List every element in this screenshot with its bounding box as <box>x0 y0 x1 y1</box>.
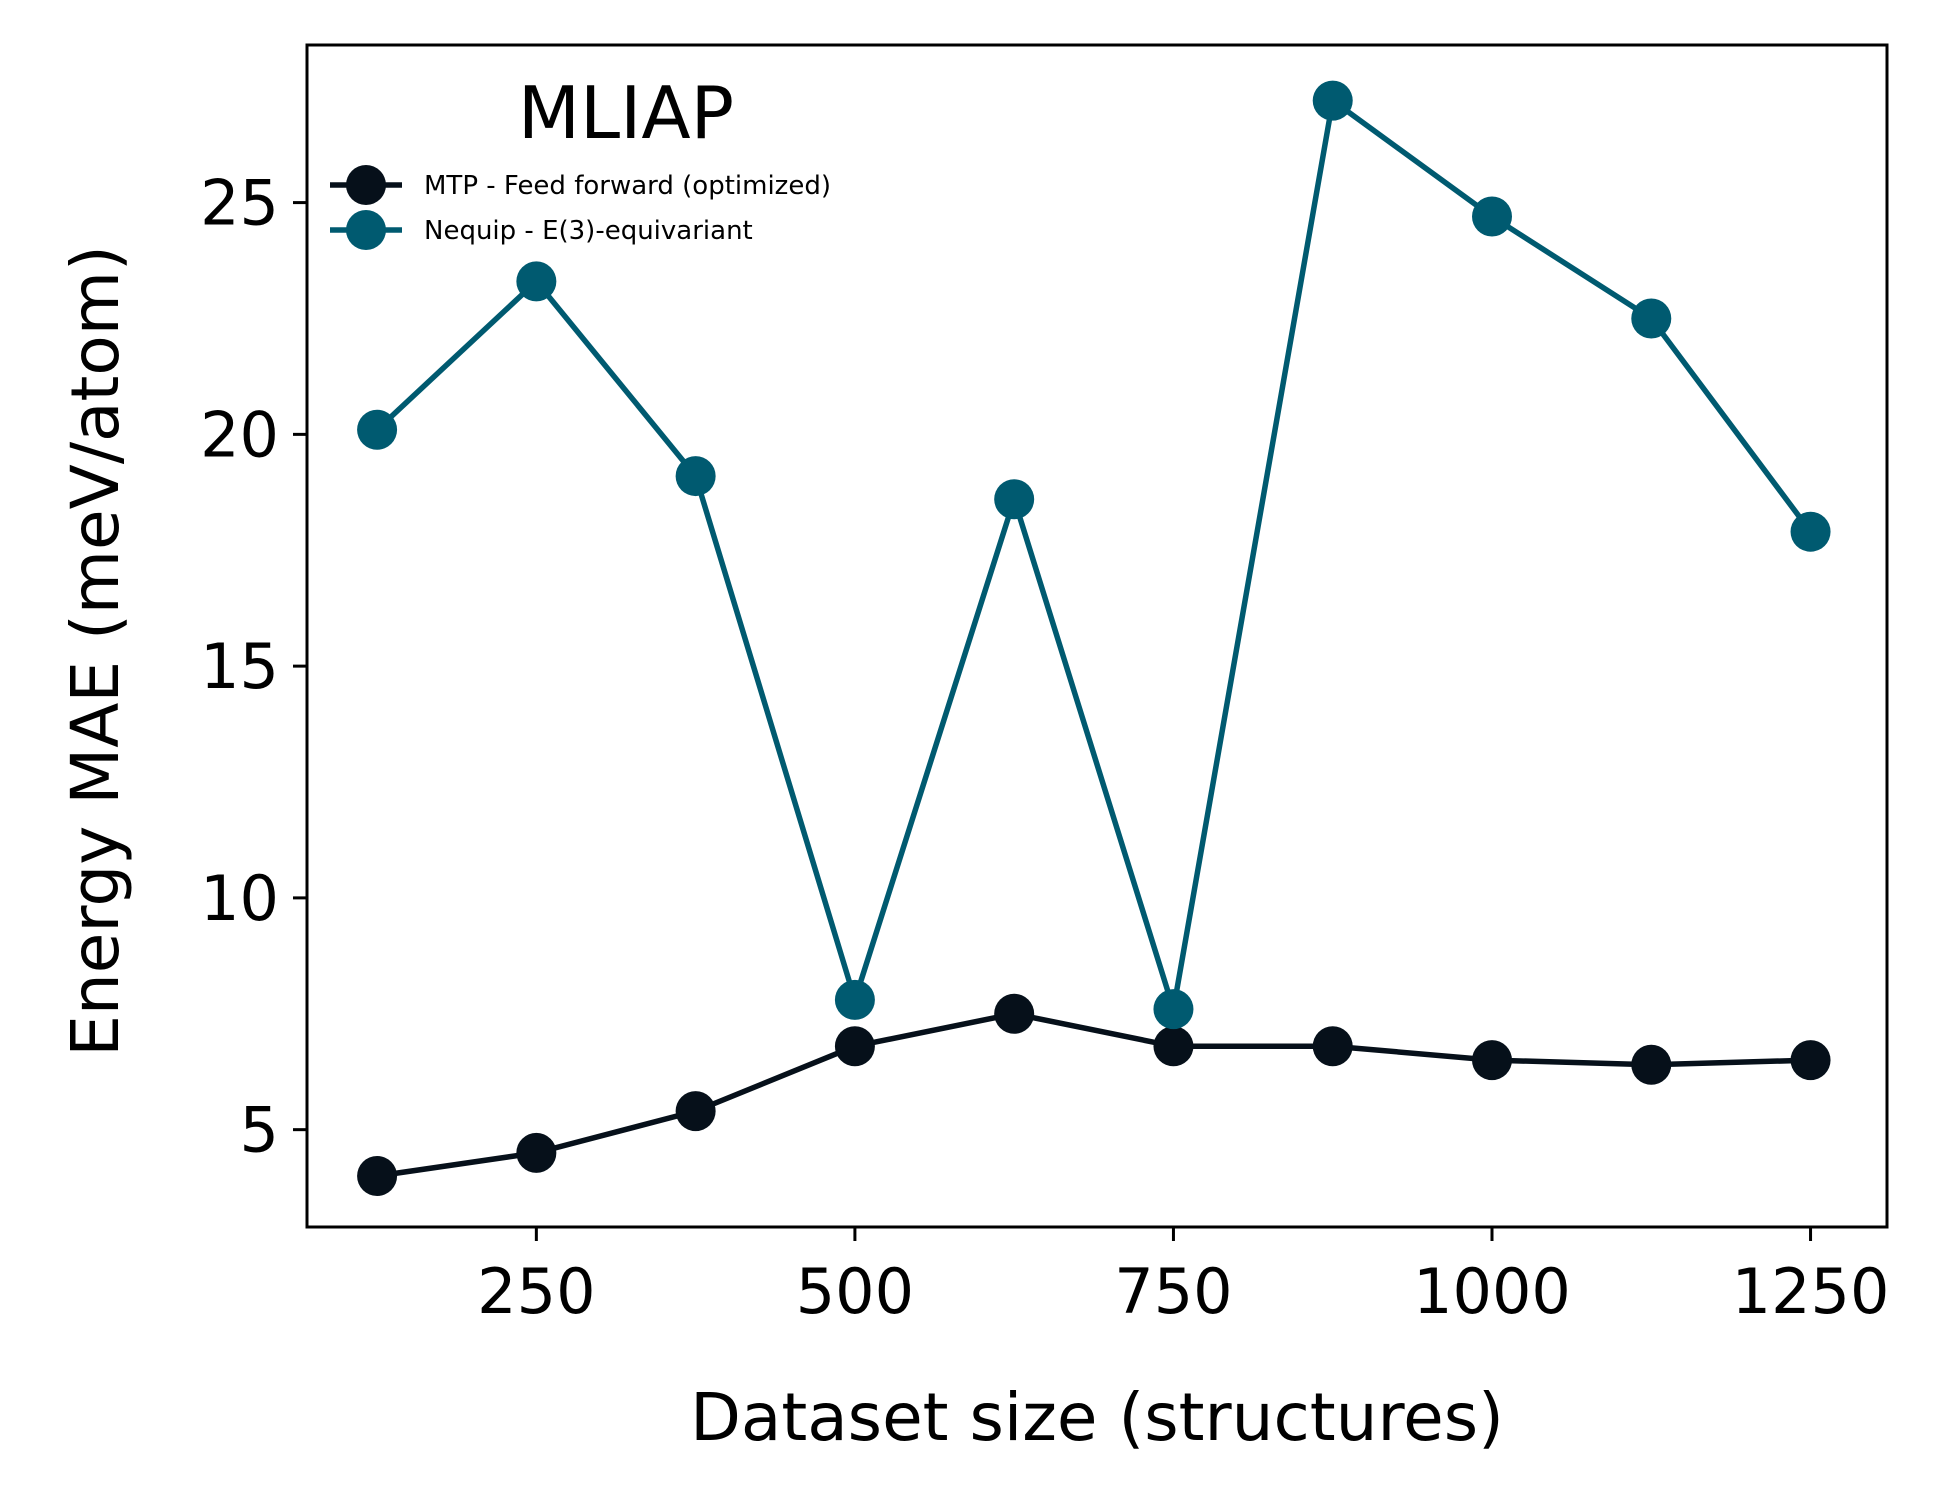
data-point <box>1631 1044 1672 1085</box>
legend-marker <box>346 210 386 250</box>
data-point <box>675 1091 716 1132</box>
series-line <box>375 97 1813 1012</box>
y-tick-label: 15 <box>200 630 279 703</box>
data-point <box>1312 1026 1353 1067</box>
chart-title: MLIAP <box>518 71 734 155</box>
y-tick-label: 25 <box>200 167 279 240</box>
data-point <box>1790 1040 1831 1081</box>
legend: MTP - Feed forward (optimized) Nequip - E… <box>330 165 831 250</box>
data-point <box>1790 511 1831 552</box>
data-point <box>834 1026 875 1067</box>
data-point <box>516 1132 557 1173</box>
data-point <box>994 993 1035 1034</box>
legend-label: MTP - Feed forward (optimized) <box>424 171 831 201</box>
x-axis-label: Dataset size (structures) <box>690 1379 1504 1456</box>
data-point <box>1153 989 1194 1030</box>
legend-marker <box>346 165 386 205</box>
data-point <box>994 479 1035 520</box>
data-point <box>516 261 557 302</box>
series-line <box>376 1011 1811 1179</box>
legend-item: MTP - Feed forward (optimized) <box>330 165 831 205</box>
y-axis-label: Energy MAE (meV/atom) <box>57 245 134 1057</box>
plot-area <box>305 43 1889 1229</box>
data-point <box>1472 196 1512 237</box>
legend-item: Nequip - E(3)-equivariant <box>330 210 753 250</box>
series-1 <box>357 993 1831 1197</box>
data-point <box>1153 1026 1194 1067</box>
data-point <box>1472 1040 1512 1081</box>
x-tick-label: 1000 <box>1413 1255 1571 1328</box>
y-tick-label: 5 <box>240 1094 279 1167</box>
data-point <box>675 456 716 497</box>
series-2 <box>357 80 1831 1030</box>
data-point <box>357 1156 398 1197</box>
legend-label: Nequip - E(3)-equivariant <box>424 216 753 246</box>
data-point <box>357 409 398 450</box>
series-layer <box>357 80 1831 1197</box>
x-tick-label: 1250 <box>1732 1255 1890 1328</box>
y-tick-label: 10 <box>200 862 279 935</box>
data-point <box>1312 80 1353 121</box>
y-axis: 5 10 15 20 25 <box>200 167 307 1167</box>
x-tick-label: 250 <box>477 1255 595 1328</box>
x-axis: 250 500 750 1000 1250 <box>477 1227 1889 1328</box>
x-tick-label: 500 <box>796 1255 914 1328</box>
data-point <box>1631 298 1672 339</box>
data-point <box>834 979 875 1020</box>
x-tick-label: 750 <box>1114 1255 1232 1328</box>
y-tick-label: 20 <box>200 398 279 471</box>
